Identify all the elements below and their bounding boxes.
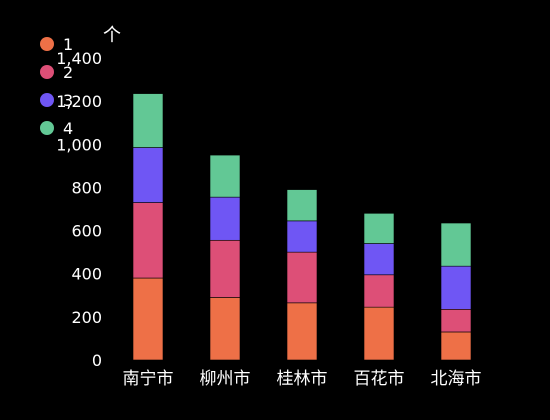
y-tick-label: 200 — [71, 308, 102, 327]
bar-segment[interactable] — [440, 265, 472, 310]
y-axis: 0 200 400 600 800 1,000 1,200 1,400 — [56, 49, 102, 370]
y-axis-unit-label: 个 — [103, 25, 121, 46]
y-tick-label: 1,000 — [56, 135, 102, 154]
bar-segment[interactable] — [363, 243, 395, 276]
legend-marker[interactable] — [40, 121, 54, 135]
x-tick-label: 百花市 — [354, 369, 405, 389]
x-axis: 南宁市 柳州市 桂林市 百花市 北海市 — [123, 369, 482, 389]
legend-label[interactable]: 3 — [63, 91, 73, 110]
bar-segment[interactable] — [209, 154, 241, 198]
y-tick-label: 1,200 — [56, 92, 102, 111]
legend-label[interactable]: 2 — [63, 63, 73, 82]
bar-segment[interactable] — [209, 239, 241, 298]
bar-segment[interactable] — [209, 297, 241, 361]
legend-marker[interactable] — [40, 93, 54, 107]
bar-segment[interactable] — [286, 220, 318, 253]
bar-segment[interactable] — [132, 147, 164, 203]
bar-segment[interactable] — [132, 93, 164, 148]
legend-marker[interactable] — [40, 65, 54, 79]
bar-segment[interactable] — [132, 202, 164, 279]
legend-label[interactable]: 1 — [63, 35, 73, 54]
bar-segment[interactable] — [286, 189, 318, 222]
bar-segment[interactable] — [209, 196, 241, 241]
legend: 1 2 3 4 — [40, 35, 73, 138]
y-tick-label: 600 — [71, 222, 102, 241]
x-tick-label: 北海市 — [431, 369, 482, 389]
bar-segment[interactable] — [132, 277, 164, 361]
bar-segment[interactable] — [440, 331, 472, 361]
x-tick-label: 柳州市 — [200, 369, 251, 389]
legend-label[interactable]: 4 — [63, 119, 73, 138]
y-tick-label: 1,400 — [56, 49, 102, 68]
bar-segment[interactable] — [363, 274, 395, 308]
bar-segment[interactable] — [286, 251, 318, 304]
bar-segment[interactable] — [440, 222, 472, 267]
bar-segment[interactable] — [286, 302, 318, 361]
bar-segment[interactable] — [363, 306, 395, 361]
y-tick-label: 800 — [71, 178, 102, 197]
x-tick-label: 南宁市 — [123, 369, 174, 389]
bar-segment[interactable] — [440, 309, 472, 333]
legend-marker[interactable] — [40, 37, 54, 51]
y-tick-label: 400 — [71, 265, 102, 284]
bar-area — [132, 93, 472, 361]
bar-segment[interactable] — [363, 213, 395, 244]
y-tick-label: 0 — [92, 351, 102, 370]
x-tick-label: 桂林市 — [277, 369, 328, 389]
